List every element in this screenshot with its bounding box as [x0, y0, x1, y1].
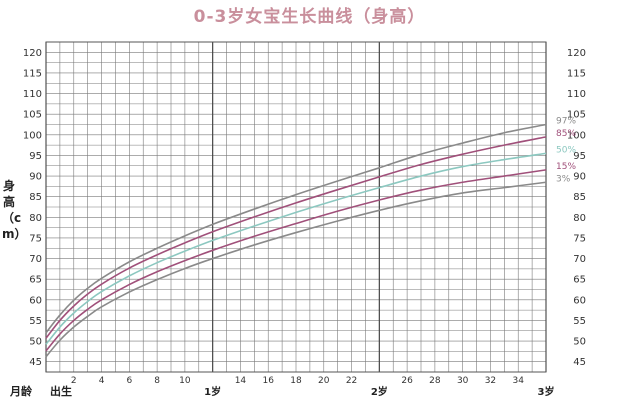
y-tick-label-left: 55	[29, 316, 42, 327]
y-tick-label-left: 80	[29, 213, 42, 224]
x-tick-label: 16	[262, 376, 274, 386]
x-tick-label: 8	[154, 376, 160, 386]
x-tick-label: 6	[126, 376, 132, 386]
y-tick-label-left: 95	[29, 151, 42, 162]
x-tick-label: 14	[235, 376, 247, 386]
y-tick-label-left: 50	[29, 337, 42, 348]
x-start-label: 出生	[50, 384, 72, 398]
y-tick-label-right: 60	[573, 295, 586, 306]
series-line-p3	[45, 181, 547, 358]
y-tick-label-right: 90	[573, 172, 586, 183]
y-tick-label-right: 75	[573, 233, 586, 244]
x-tick-label: 4	[99, 376, 105, 386]
y-tick-label-right: 70	[573, 254, 586, 265]
series-label-p85: 85%	[556, 129, 576, 139]
series-label-p97: 97%	[556, 117, 576, 127]
x-axis-label: 月龄	[9, 384, 33, 398]
y-tick-label-right: 105	[567, 110, 586, 121]
y-tick-label-right: 110	[567, 89, 586, 100]
y-tick-label-right: 80	[573, 213, 586, 224]
series-line-p15	[45, 169, 547, 352]
y-tick-label-right: 115	[567, 68, 586, 79]
y-tick-label-left: 45	[29, 357, 42, 368]
chart-title: 0-3岁女宝生长曲线（身高）	[193, 7, 426, 27]
series-label-p50: 50%	[556, 145, 576, 155]
y-tick-label-left: 70	[29, 254, 42, 265]
y-tick-label-left: 105	[23, 110, 42, 121]
x-tick-label: 34	[512, 376, 524, 386]
x-tick-label: 2	[71, 376, 77, 386]
x-tick-label: 18	[290, 376, 302, 386]
x-tick-label: 22	[346, 376, 357, 386]
y-tick-label-right: 50	[573, 337, 586, 348]
series-lines	[45, 123, 547, 358]
x-tick-label: 26	[401, 376, 413, 386]
x-tick-label: 20	[318, 376, 330, 386]
x-tick-label: 32	[485, 376, 496, 386]
x-tick-label: 28	[429, 376, 441, 386]
y-tick-label-left: 115	[23, 68, 42, 79]
x-tick-label: 10	[179, 376, 191, 386]
x-year-label: 3岁	[538, 385, 555, 398]
series-label-p3: 3%	[556, 174, 571, 184]
y-tick-label-left: 65	[29, 275, 42, 286]
series-line-p50	[45, 152, 547, 345]
y-tick-label-left: 100	[23, 130, 42, 141]
y-tick-label-left: 120	[23, 48, 42, 59]
y-tick-label-right: 65	[573, 275, 586, 286]
y-tick-label-left: 60	[29, 295, 42, 306]
plot-frame	[45, 41, 547, 373]
x-year-label: 1岁	[204, 385, 221, 398]
x-tick-label: 30	[457, 376, 469, 386]
x-year-label: 2岁	[371, 385, 388, 398]
y-tick-label-left: 85	[29, 192, 42, 203]
y-tick-label-right: 85	[573, 192, 586, 203]
y-tick-label-right: 120	[567, 48, 586, 59]
tick-labels: 45 45 50 50 55 55 60 60 65 65 70 70 75 75 80 80 85 85 90 90…	[9, 48, 586, 398]
series-label-p15: 15%	[556, 162, 576, 172]
y-tick-label-right: 55	[573, 316, 586, 327]
grid	[45, 41, 547, 373]
series-line-p85	[45, 136, 547, 339]
y-tick-label-right: 95	[573, 151, 586, 162]
y-tick-label-left: 90	[29, 172, 42, 183]
y-tick-label-left: 110	[23, 89, 42, 100]
y-tick-label-right: 100	[567, 130, 586, 141]
y-tick-label-left: 75	[29, 233, 42, 244]
series-line-p97	[45, 123, 547, 334]
y-tick-label-right: 45	[573, 357, 586, 368]
